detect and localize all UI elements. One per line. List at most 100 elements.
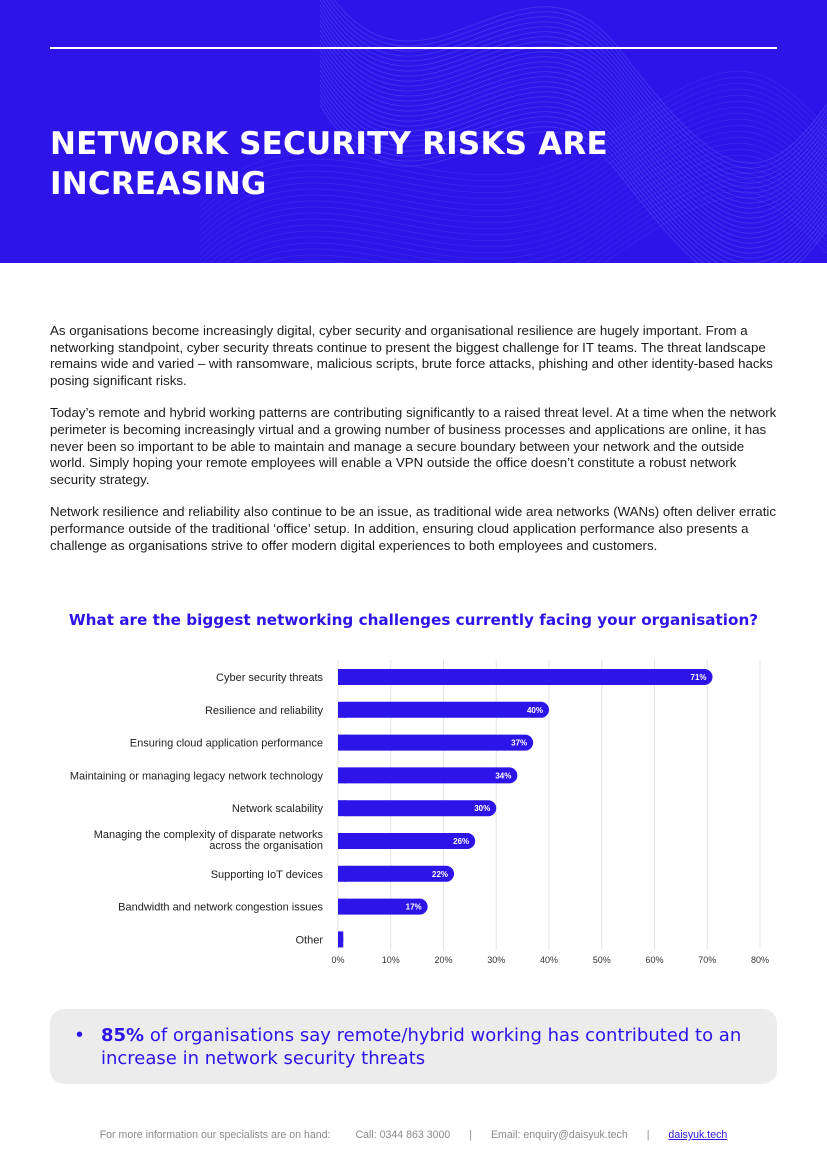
category-label: Resilience and reliability: [205, 705, 324, 717]
page-title-line1: NETWORK SECURITY RISKS ARE: [50, 126, 608, 162]
wave-line: [199, 130, 827, 261]
wave-line: [199, 76, 827, 207]
footer-separator: |: [469, 1129, 473, 1141]
callout-text: 85% of organisations say remote/hybrid w…: [101, 1024, 751, 1070]
wave-line: [319, 24, 827, 209]
bar-base: [338, 931, 344, 948]
wave-line: [202, 136, 827, 263]
wave-line: [319, 34, 827, 219]
category-label: Network scalability: [232, 803, 324, 815]
x-tick-label: 20%: [434, 955, 452, 965]
header-banner: NETWORK SECURITY RISKS ARE INCREASING: [0, 0, 827, 263]
category-label: Supporting IoT devices: [211, 869, 324, 881]
footer-intro: For more information our specialists are…: [99, 1129, 331, 1141]
wave-line: [319, 99, 827, 263]
wave-line: [260, 172, 827, 263]
category-label: Managing the complexity of disparate net…: [94, 829, 324, 852]
wave-pattern: [199, 0, 827, 263]
category-label: Ensuring cloud application performance: [130, 738, 323, 750]
wave-line: [319, 9, 827, 194]
wave-line: [585, 184, 827, 263]
wave-line: [224, 154, 827, 263]
data-label: 26%: [453, 837, 469, 846]
bar: [338, 701, 549, 718]
category-label: Maintaining or managing legacy network t…: [70, 770, 324, 782]
wave-line: [199, 94, 827, 225]
data-label: 17%: [406, 903, 422, 912]
data-label: 1%: [326, 935, 338, 944]
wave-line: [319, 89, 827, 263]
wave-line: [209, 142, 827, 263]
bar: [338, 833, 476, 849]
wave-line: [333, 0, 827, 164]
wave-line: [245, 166, 827, 263]
intro-text: As organisations become increasingly dig…: [50, 323, 778, 570]
x-tick-label: 40%: [540, 955, 558, 965]
bar: [338, 734, 534, 751]
x-tick-label: 10%: [382, 955, 400, 965]
wave-line: [199, 112, 827, 243]
data-label: 34%: [495, 771, 511, 780]
wave-line: [319, 54, 827, 239]
data-label: 40%: [527, 706, 543, 715]
bar-base: [338, 669, 346, 685]
x-tick-label: 30%: [487, 955, 505, 965]
bar-base: [338, 865, 346, 882]
footer-phone: Call: 0344 863 3000: [355, 1129, 451, 1141]
x-tick-label: 60%: [645, 955, 663, 965]
data-label: 71%: [691, 673, 707, 682]
wave-line: [319, 84, 827, 263]
wave-line: [199, 88, 827, 219]
callout-stat: 85%: [101, 1025, 145, 1046]
bar: [338, 898, 428, 915]
wave-line: [322, 0, 827, 179]
wave-line: [319, 94, 827, 263]
callout-body: of organisations say remote/hybrid worki…: [101, 1025, 742, 1069]
paragraph: As organisations become increasingly dig…: [50, 323, 773, 388]
category-label: Other: [295, 934, 323, 946]
bar: [338, 669, 713, 685]
wave-line: [319, 64, 827, 249]
wave-line: [319, 4, 827, 189]
wave-line: [199, 106, 827, 237]
wave-line: [319, 0, 827, 184]
category-label: Bandwidth and network congestion issues: [118, 902, 323, 914]
footer-website-link[interactable]: daisyuk.tech: [668, 1129, 728, 1141]
page-title-line2: INCREASING: [50, 166, 267, 202]
wave-line: [319, 74, 827, 259]
wave-line: [216, 148, 827, 263]
x-tick-label: 80%: [751, 955, 769, 965]
wave-line: [319, 14, 827, 199]
wave-line: [285, 178, 827, 263]
x-tick-label: 70%: [698, 955, 716, 965]
data-label: 37%: [511, 739, 527, 748]
x-tick-label: 0%: [331, 955, 344, 965]
wave-line: [594, 190, 827, 263]
bar-base: [338, 833, 346, 849]
wave-line: [326, 0, 827, 174]
wave-line: [199, 70, 827, 201]
bullet-icon: •: [76, 1024, 84, 1046]
category-label: Cyber security threats: [216, 672, 323, 684]
x-tick-label: 50%: [593, 955, 611, 965]
bar-base: [338, 767, 346, 784]
wave-line: [319, 44, 827, 229]
paragraph: Today’s remote and hybrid working patter…: [50, 405, 777, 487]
wave-line: [319, 59, 827, 244]
bar: [338, 865, 455, 882]
wave-line: [234, 160, 827, 263]
wave-line: [319, 79, 827, 263]
wave-line: [319, 69, 827, 254]
footer-separator: |: [646, 1129, 650, 1141]
wave-line: [199, 82, 827, 213]
wave-line: [319, 19, 827, 204]
data-label: 30%: [474, 804, 490, 813]
footer: For more information our specialists are…: [0, 1129, 827, 1141]
bar: [338, 767, 518, 784]
bar-base: [338, 701, 346, 718]
wave-line: [319, 39, 827, 224]
footer-email: Email: enquiry@daisyuk.tech: [490, 1129, 628, 1141]
wave-line: [319, 104, 827, 263]
bar-base: [338, 734, 346, 751]
wave-line: [329, 0, 827, 169]
